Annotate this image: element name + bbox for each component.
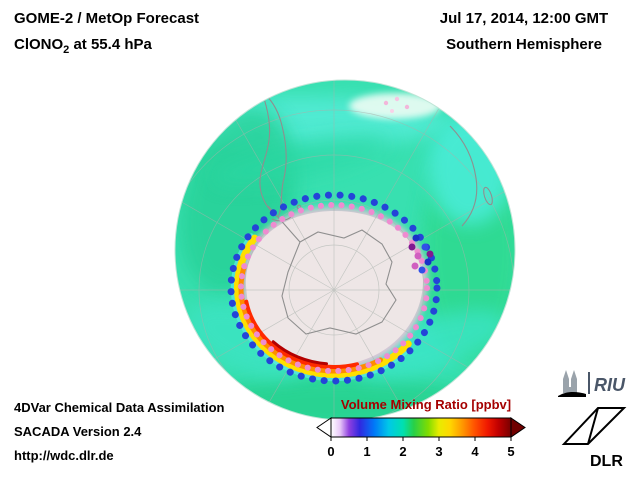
riu-logo: RIU: [558, 370, 626, 397]
version-label: SACADA Version 2.4: [14, 424, 142, 439]
vortex-edge-dots: [227, 191, 441, 385]
colorbar-tick-4: 4: [471, 444, 479, 459]
coastline-antarctica: [281, 229, 397, 335]
coastlines: [259, 90, 493, 335]
low-value-patch-north: [349, 93, 441, 119]
antarctic-peninsula: [267, 205, 301, 243]
colorbar-tick-marks: [330, 437, 512, 441]
colorbar-tick-2: 2: [399, 444, 406, 459]
website-url: http://wdc.dlr.de: [14, 448, 114, 463]
header-left: GOME-2 / MetOp Forecast ClONO2 at 55.4 h…: [14, 10, 199, 56]
colorbar-tick-0: 0: [327, 444, 334, 459]
dot-cluster-east: [408, 234, 434, 274]
assimilation-label: 4DVar Chemical Data Assimilation: [14, 400, 225, 415]
dlr-logo-text: DLR: [590, 453, 623, 470]
header-right: Jul 17, 2014, 12:00 GMT Southern Hemisph…: [414, 10, 634, 53]
colorbar: Volume Mixing Ratio [ppbv] 0 1 2 3 4 5: [316, 397, 526, 459]
region-label: Southern Hemisphere: [446, 36, 602, 53]
globe: [174, 79, 516, 421]
datetime-label: Jul 17, 2014, 12:00 GMT: [439, 10, 609, 27]
colorbar-right-arrow: [510, 417, 526, 438]
species-subscript: 2: [63, 44, 70, 56]
species-level-label: ClONO2 at 55.4 hPa: [14, 36, 199, 56]
dlr-logo: DLR: [561, 407, 627, 470]
colorbar-left-arrow: [316, 417, 332, 438]
dlr-signet-icon: [561, 407, 627, 445]
product-title: GOME-2 / MetOp Forecast: [14, 10, 200, 27]
colorbar-gradient: [330, 417, 512, 438]
coastline-east: [449, 125, 478, 227]
colorbar-tick-3: 3: [435, 444, 442, 459]
pressure-level: at 55.4 hPa: [69, 36, 152, 53]
colorbar-tick-1: 1: [363, 444, 370, 459]
riu-logo-text: RIU: [594, 375, 626, 395]
colorbar-tick-5: 5: [507, 444, 514, 459]
colorbar-tick-labels: 0 1 2 3 4 5: [327, 444, 514, 459]
colorbar-title: Volume Mixing Ratio [ppbv]: [341, 397, 511, 412]
species-name: ClONO: [14, 36, 64, 53]
riu-cathedral-icon: [558, 370, 586, 397]
